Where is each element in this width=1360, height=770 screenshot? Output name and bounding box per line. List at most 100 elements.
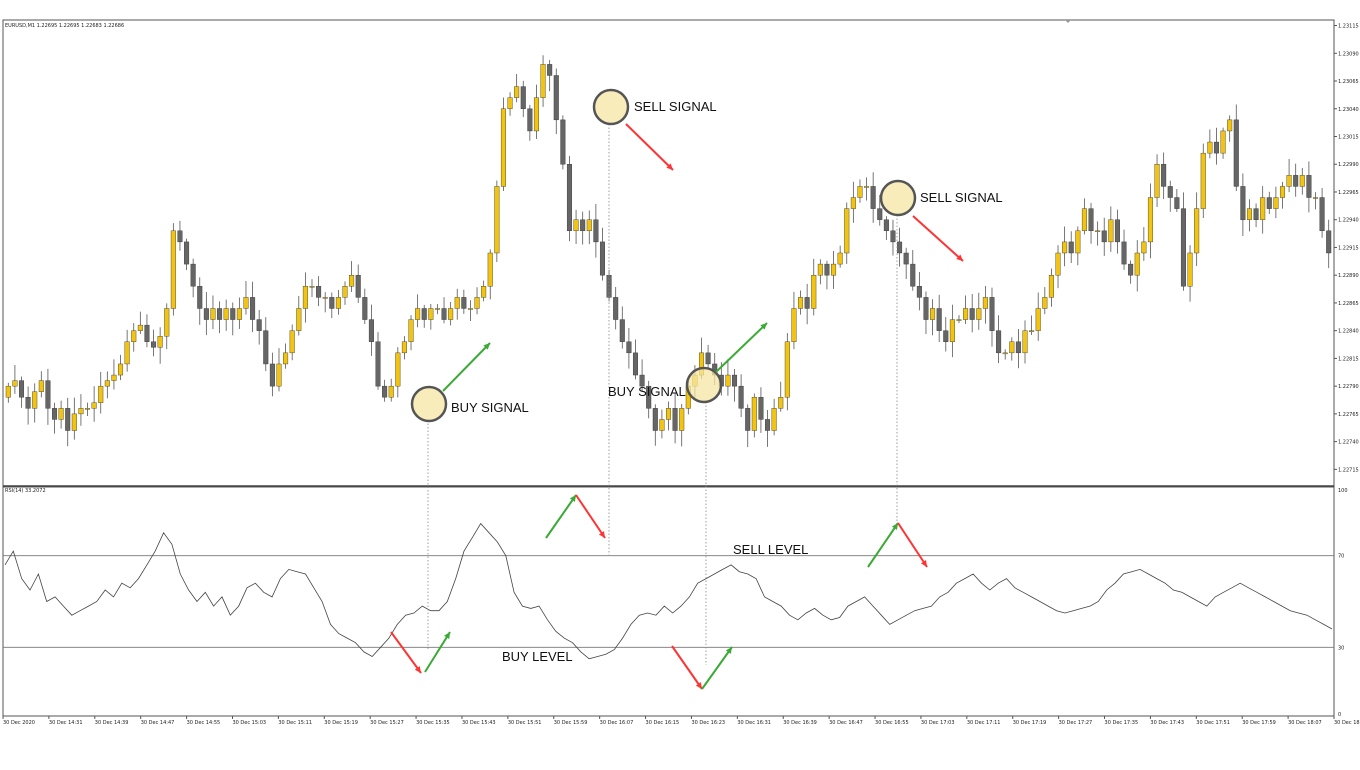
price-tick-label: 1.22765	[1338, 412, 1359, 418]
candle	[745, 404, 751, 448]
candle	[652, 404, 658, 446]
candle-body	[269, 363, 275, 387]
candle-body	[124, 341, 130, 365]
candle	[738, 374, 744, 418]
candle	[223, 299, 229, 331]
candle	[461, 289, 467, 314]
candle	[1194, 192, 1200, 266]
candle-body	[395, 352, 401, 387]
candle-body	[223, 308, 229, 320]
candle-body	[263, 330, 269, 365]
buy-signal-circle	[685, 366, 723, 404]
candle	[1154, 154, 1160, 208]
candle-body	[540, 64, 546, 98]
candle-body	[1022, 330, 1028, 354]
price-tick-label: 1.22990	[1338, 162, 1359, 168]
candle	[1101, 217, 1107, 256]
price-tick-label: 1.22865	[1338, 301, 1359, 307]
candle	[639, 359, 645, 392]
candle	[131, 323, 137, 352]
candle-body	[164, 308, 170, 337]
candle	[732, 368, 738, 402]
candle	[593, 204, 599, 258]
candle-body	[1180, 208, 1186, 287]
candle	[1273, 186, 1279, 219]
candle-body	[1075, 230, 1081, 254]
candle	[566, 155, 572, 242]
time-label: 30 Dec 16:55	[875, 720, 909, 726]
candle-body	[665, 408, 672, 420]
time-label: 30 Dec 18:15	[1334, 720, 1360, 726]
candle	[428, 303, 434, 330]
time-label: 30 Dec 17:51	[1196, 720, 1230, 726]
candle	[250, 281, 256, 333]
candle	[956, 315, 962, 324]
candle	[725, 359, 731, 396]
candle	[375, 332, 381, 390]
candle	[1293, 163, 1299, 197]
candle	[1062, 226, 1068, 267]
candle-body	[91, 402, 97, 409]
candle	[1022, 320, 1028, 364]
time-label: 30 Dec 17:27	[1059, 720, 1093, 726]
buy-signal-label: BUY SIGNAL	[451, 400, 529, 415]
rsi-up-arrow-shaft	[424, 631, 451, 673]
candle-body	[1081, 208, 1087, 232]
candle	[1240, 173, 1246, 237]
candle	[1253, 203, 1259, 228]
candle-body	[897, 241, 903, 254]
candle	[1319, 187, 1325, 238]
candle	[243, 280, 249, 315]
candle-body	[1009, 341, 1015, 354]
candle	[481, 280, 487, 302]
candle	[784, 333, 790, 411]
candle-body	[1207, 141, 1213, 154]
candle-body	[936, 308, 942, 331]
candle	[144, 314, 150, 348]
candle-body	[1174, 197, 1180, 209]
candle	[1312, 192, 1319, 210]
candle	[362, 288, 368, 324]
candle	[923, 291, 929, 335]
candle-body	[1167, 186, 1173, 198]
candle	[936, 294, 942, 342]
candle	[1048, 268, 1054, 307]
candle-body	[1279, 186, 1285, 198]
candle	[791, 291, 797, 350]
candle	[916, 271, 922, 311]
candle	[276, 348, 282, 392]
rsi-down-arrow	[671, 645, 703, 690]
candle	[1207, 129, 1213, 159]
candle	[111, 359, 117, 390]
rsi-down-arrow-head	[414, 666, 421, 673]
buy-arrow-up-shaft	[715, 322, 768, 373]
price-tick-label: 1.22840	[1338, 329, 1359, 335]
time-label: 30 Dec 17:43	[1150, 720, 1184, 726]
candle	[1035, 292, 1041, 341]
candle-body	[203, 308, 209, 320]
candle-body	[725, 374, 731, 387]
candle	[804, 283, 810, 325]
candle-body	[811, 274, 817, 309]
rsi-tick-label: 30	[1338, 645, 1344, 651]
candle-body	[1128, 263, 1134, 276]
rsi-down-arrow	[575, 494, 606, 539]
candle-body	[1002, 352, 1008, 355]
time-label: 30 Dec 15:59	[554, 720, 588, 726]
candle	[137, 311, 143, 334]
candle	[1081, 198, 1087, 235]
candle	[533, 84, 539, 140]
candle-body	[243, 297, 249, 309]
candle	[586, 210, 592, 245]
candle	[778, 381, 784, 412]
candle-body	[586, 219, 592, 232]
candle	[283, 343, 289, 369]
candle	[1042, 287, 1048, 315]
candle	[1121, 229, 1127, 270]
candle	[659, 409, 665, 439]
candle	[1227, 115, 1233, 142]
candle	[500, 97, 506, 191]
candle-body	[104, 380, 110, 387]
candle	[190, 258, 196, 298]
